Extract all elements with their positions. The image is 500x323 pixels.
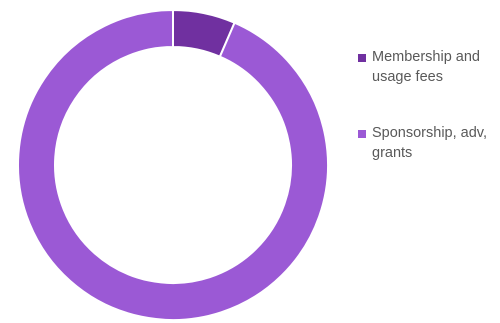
slice-sponsorship (17, 8, 329, 321)
legend-label-membership: Membership and usage fees (372, 49, 480, 85)
legend-swatch-membership (358, 54, 366, 62)
chart-legend: Membership and usage fees Sponsorship, a… (355, 47, 500, 199)
legend-swatch-sponsorship (358, 130, 366, 138)
doughnut-slices (17, 8, 329, 321)
legend-label-sponsorship: Sponsorship, adv, grants (372, 125, 487, 161)
legend-item-membership: Membership and usage fees (355, 47, 500, 87)
legend-item-sponsorship: Sponsorship, adv, grants (355, 123, 500, 163)
